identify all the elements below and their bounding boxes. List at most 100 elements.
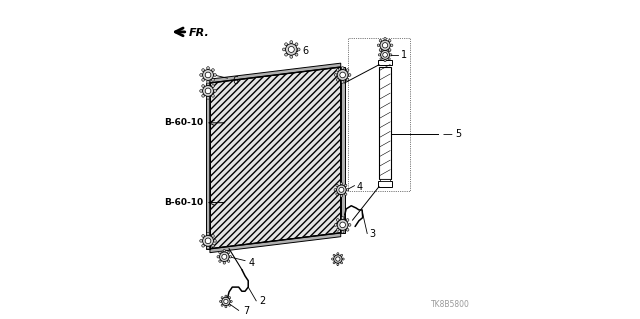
Circle shape (282, 48, 285, 51)
Polygon shape (210, 63, 340, 83)
Circle shape (332, 258, 333, 260)
Text: 4: 4 (356, 182, 363, 192)
Circle shape (380, 50, 382, 52)
Circle shape (212, 78, 214, 81)
Circle shape (379, 40, 381, 42)
Text: — 5: — 5 (443, 129, 462, 139)
Circle shape (341, 67, 344, 69)
Circle shape (229, 256, 232, 258)
Circle shape (341, 217, 344, 219)
Circle shape (384, 50, 387, 53)
Circle shape (388, 48, 391, 51)
Circle shape (340, 254, 342, 256)
Circle shape (337, 253, 339, 255)
Circle shape (223, 262, 225, 264)
Circle shape (202, 78, 204, 81)
Circle shape (337, 78, 339, 81)
Circle shape (380, 58, 382, 60)
Circle shape (336, 193, 338, 195)
Circle shape (220, 300, 221, 302)
Circle shape (220, 252, 229, 262)
Circle shape (288, 47, 294, 52)
Text: 1: 1 (401, 50, 407, 60)
Circle shape (388, 58, 390, 60)
Circle shape (207, 81, 209, 83)
Circle shape (388, 50, 390, 52)
Text: 4: 4 (248, 258, 254, 268)
Circle shape (230, 300, 232, 302)
Circle shape (214, 74, 216, 76)
Text: 3: 3 (369, 229, 376, 240)
Text: 7: 7 (243, 306, 250, 316)
Text: 6: 6 (303, 46, 308, 56)
Circle shape (203, 235, 214, 246)
Circle shape (214, 240, 216, 242)
Circle shape (200, 240, 202, 242)
Circle shape (212, 69, 214, 71)
Circle shape (337, 263, 339, 265)
Circle shape (379, 48, 381, 51)
Circle shape (333, 262, 335, 264)
Circle shape (295, 53, 298, 56)
Circle shape (384, 48, 386, 50)
Circle shape (207, 247, 209, 249)
Polygon shape (340, 67, 344, 233)
Circle shape (384, 59, 386, 62)
Circle shape (348, 224, 351, 226)
Circle shape (333, 254, 335, 256)
Text: B-60-10: B-60-10 (164, 118, 203, 127)
Circle shape (203, 70, 214, 80)
Bar (380, 179, 390, 181)
Circle shape (212, 244, 214, 247)
Text: FR.: FR. (189, 28, 210, 39)
Circle shape (228, 304, 230, 306)
Circle shape (228, 297, 230, 299)
Circle shape (346, 189, 349, 191)
Circle shape (290, 56, 292, 58)
Circle shape (336, 257, 340, 261)
Circle shape (295, 43, 298, 46)
Circle shape (203, 85, 214, 96)
Polygon shape (210, 233, 340, 253)
Circle shape (227, 260, 230, 262)
Circle shape (340, 72, 346, 78)
Circle shape (337, 69, 339, 71)
Bar (378, 60, 392, 65)
Circle shape (380, 40, 390, 50)
Circle shape (390, 44, 393, 47)
Circle shape (344, 193, 347, 195)
Circle shape (383, 53, 387, 57)
Circle shape (390, 54, 392, 56)
Circle shape (337, 70, 348, 80)
Circle shape (202, 85, 204, 87)
Circle shape (202, 234, 204, 237)
Circle shape (205, 238, 211, 244)
Circle shape (346, 69, 349, 71)
Circle shape (212, 94, 214, 97)
Circle shape (337, 185, 346, 195)
Circle shape (205, 88, 211, 94)
Circle shape (336, 184, 338, 187)
Circle shape (334, 74, 337, 76)
Circle shape (334, 224, 337, 226)
Circle shape (346, 78, 349, 81)
Circle shape (388, 40, 391, 42)
Circle shape (207, 233, 209, 235)
Circle shape (378, 54, 380, 56)
Circle shape (340, 182, 342, 185)
Circle shape (377, 44, 380, 47)
Circle shape (202, 94, 204, 97)
Text: 7: 7 (334, 258, 340, 268)
Circle shape (212, 85, 214, 87)
Circle shape (381, 50, 390, 59)
Circle shape (225, 295, 227, 297)
Text: 2: 2 (259, 296, 266, 307)
Circle shape (200, 74, 202, 76)
Circle shape (205, 72, 211, 78)
Circle shape (340, 195, 342, 197)
Circle shape (383, 43, 388, 48)
Circle shape (384, 38, 387, 40)
Circle shape (214, 90, 216, 92)
Circle shape (340, 262, 342, 264)
Circle shape (202, 244, 204, 247)
